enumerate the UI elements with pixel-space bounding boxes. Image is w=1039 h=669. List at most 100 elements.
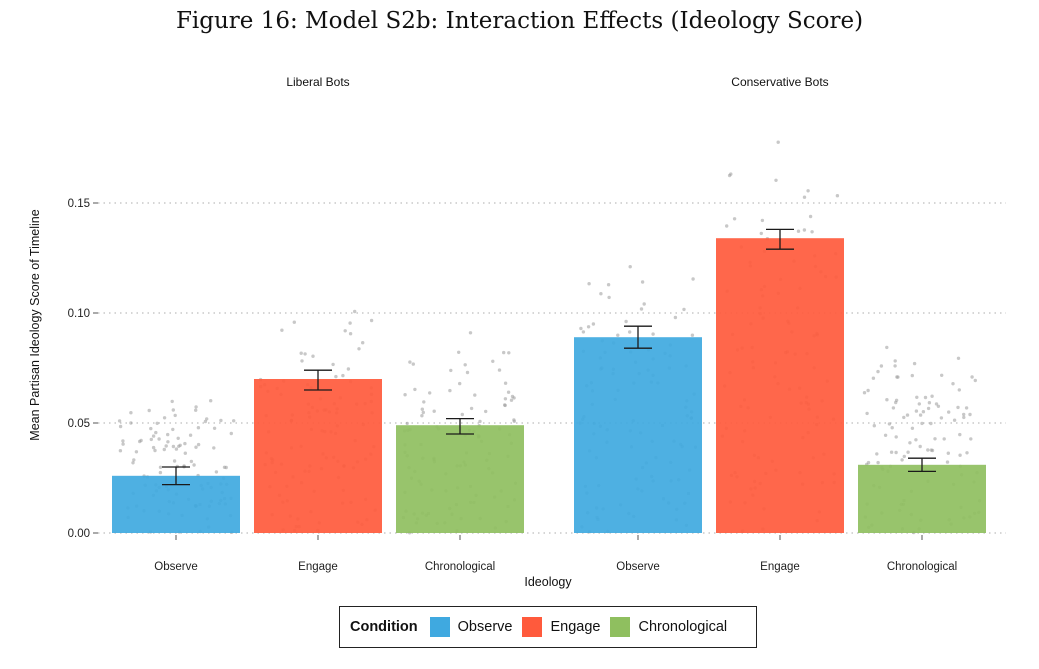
- jitter-point: [893, 364, 897, 368]
- jitter-point: [149, 437, 153, 442]
- jitter-point: [189, 459, 194, 464]
- jitter-point: [956, 405, 960, 410]
- jitter-point: [491, 359, 495, 363]
- jitter-point: [894, 435, 898, 439]
- jitter-point: [616, 333, 620, 337]
- jitter-point: [154, 430, 158, 435]
- jitter-point: [212, 446, 216, 450]
- jitter-point: [970, 375, 974, 379]
- bar-chronological: [396, 425, 524, 533]
- jitter-point: [958, 432, 962, 437]
- jitter-point: [927, 401, 932, 405]
- error-bars-layer: [162, 228, 936, 486]
- jitter-point: [411, 362, 415, 366]
- jitter-point: [117, 419, 122, 423]
- jitter-point: [408, 360, 412, 364]
- jitter-point: [465, 370, 470, 375]
- jitter-point: [926, 406, 931, 411]
- jitter-point: [606, 283, 611, 287]
- jitter-point: [894, 450, 898, 455]
- jitter-point: [506, 390, 511, 394]
- x-tick-label: Engage: [298, 561, 338, 573]
- jitter-point: [933, 437, 937, 441]
- jitter-point: [642, 302, 646, 306]
- jitter-point: [280, 328, 284, 332]
- jitter-point: [158, 470, 163, 475]
- jitter-point: [808, 214, 813, 219]
- jitter-point: [951, 382, 955, 386]
- bar-observe: [574, 337, 702, 533]
- jitter-point: [353, 309, 357, 314]
- jitter-point: [503, 403, 507, 407]
- x-tick-label: Chronological: [887, 561, 957, 573]
- jitter-point: [958, 453, 962, 457]
- jitter-point: [586, 325, 591, 329]
- jitter-point: [151, 445, 156, 450]
- jitter-point: [969, 437, 973, 441]
- jitter-point: [149, 426, 153, 431]
- jitter-point: [802, 228, 807, 232]
- jitter-point: [203, 419, 208, 424]
- jitter-point: [183, 441, 187, 446]
- jitter-point: [835, 194, 840, 198]
- jitter-point: [599, 292, 603, 296]
- jitter-point: [449, 368, 453, 373]
- jitter-point: [942, 437, 946, 441]
- jitter-point: [205, 417, 209, 421]
- jitter-point: [473, 393, 477, 397]
- bar-observe: [112, 475, 240, 533]
- legend-swatch-observe: [429, 617, 450, 637]
- jitter-point: [497, 368, 502, 372]
- facet-title: Liberal Bots: [286, 75, 349, 89]
- jitter-point: [624, 319, 628, 324]
- jitter-point: [166, 440, 170, 444]
- jitter-point: [917, 402, 921, 406]
- jitter-point: [774, 178, 778, 182]
- y-tick-label: 0.00: [68, 528, 90, 540]
- jitter-point: [579, 326, 583, 331]
- jitter-point: [121, 439, 125, 443]
- jitter-point: [458, 381, 462, 386]
- jitter-point: [871, 376, 876, 380]
- legend-swatch-chronological: [610, 617, 631, 637]
- jitter-point: [172, 459, 177, 463]
- jitter-point: [118, 449, 123, 453]
- jitter-point: [918, 444, 922, 449]
- jitter-point: [132, 458, 136, 462]
- jitter-point: [962, 415, 966, 420]
- jitter-point: [810, 230, 814, 234]
- jitter-point: [194, 405, 198, 409]
- x-tick-label: Chronological: [425, 561, 495, 573]
- jitter-point: [334, 374, 338, 379]
- jitter-point: [194, 408, 198, 412]
- jitter-point: [188, 433, 193, 437]
- axis-layer: 0.00 0.05 0.10 0.15 Liberal Bots Observe Engag…: [28, 75, 957, 589]
- jitter-point: [155, 421, 159, 425]
- jitter-point: [968, 412, 972, 417]
- jitter-point: [581, 330, 586, 334]
- jitter-point: [303, 352, 307, 356]
- jitter-point: [421, 410, 425, 415]
- y-tick-label: 0.05: [68, 418, 90, 430]
- jitter-point: [232, 419, 236, 423]
- jitter-point: [639, 307, 644, 311]
- jitter-point: [348, 321, 352, 325]
- jitter-point: [403, 393, 407, 397]
- jitter-point: [900, 458, 904, 462]
- x-tick-label: Observe: [154, 561, 197, 573]
- jitter-point: [503, 397, 508, 401]
- jitter-point: [151, 434, 156, 438]
- jitter-point: [883, 433, 888, 437]
- legend-label-engage: Engage: [550, 619, 601, 635]
- legend-item-engage: Engage: [522, 617, 600, 637]
- jitter-point: [952, 418, 957, 422]
- jitter-point: [973, 378, 977, 383]
- jitter-point: [162, 447, 166, 452]
- jitter-point: [509, 398, 514, 402]
- jitter-point: [956, 356, 961, 360]
- figure-title: Figure 16: Model S2b: Interaction Effect…: [175, 8, 864, 34]
- jitter-point: [158, 465, 163, 469]
- jitter-point: [448, 388, 452, 393]
- jitter-point: [796, 229, 801, 233]
- jitter-point: [300, 359, 304, 363]
